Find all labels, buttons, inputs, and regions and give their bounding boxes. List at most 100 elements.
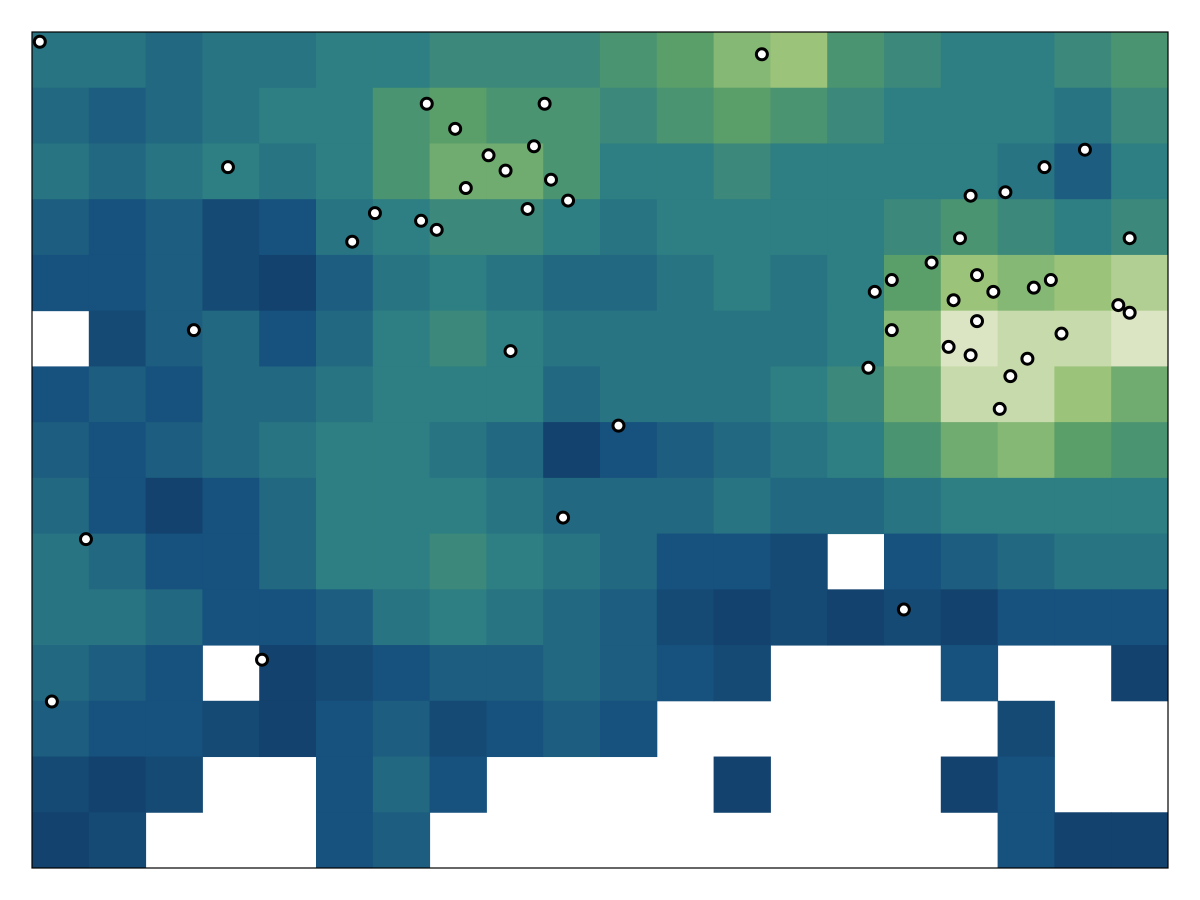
scatter-point [998,185,1013,200]
heatmap-cell [202,477,260,535]
heatmap-cell [372,87,431,144]
heatmap-cell [543,143,601,200]
heatmap-cell [884,366,942,423]
scatter-point [414,213,429,228]
plot-frame [31,31,1169,869]
scatter-point [896,602,911,617]
scatter-point [963,188,978,203]
heatmap-cell [600,422,658,479]
heatmap-cell [543,645,601,702]
heatmap-cell [202,700,260,758]
heatmap-cell [770,143,828,200]
heatmap-cell [1111,310,1169,367]
heatmap-cell [656,32,715,89]
heatmap-cell [940,645,999,702]
heatmap-cell [259,366,317,423]
heatmap-cell [202,254,260,312]
heatmap-cell [543,533,601,590]
heatmap-cell [202,310,260,367]
heatmap-cell [429,700,487,758]
heatmap-cell [1054,366,1112,423]
scatter-point [448,121,463,136]
heatmap-cell [429,422,487,479]
scatter-point [537,96,552,111]
heatmap-cell [940,87,999,144]
heatmap-cell [145,254,203,312]
heatmap-cell [316,199,374,256]
scatter-point [481,148,496,163]
scatter-point [561,193,576,208]
scatter-point [498,163,513,178]
heatmap-cell [88,32,147,89]
heatmap-cell [827,422,885,479]
heatmap-cell [486,589,544,646]
heatmap-cell [316,533,374,590]
heatmap-cell [145,143,203,200]
heatmap-cell [486,422,544,479]
scatter-point [544,172,559,187]
heatmap-cell [486,310,544,367]
scatter-point [970,268,985,283]
heatmap-cell [486,700,544,758]
heatmap-cell [713,366,771,423]
heatmap-cell [1054,254,1112,312]
heatmap-cell [202,32,260,89]
heatmap-cell [145,589,203,646]
heatmap-cell [259,310,317,367]
scatter-point [1111,298,1126,313]
heatmap-cell [600,32,658,89]
heatmap-cell [997,199,1055,256]
heatmap-cell [32,199,90,256]
heatmap-cell [656,310,715,367]
heatmap-cell [940,589,999,646]
heatmap-cell [372,589,431,646]
heatmap-cell [1054,32,1112,89]
scatter-point [970,314,985,329]
heatmap-cell [543,32,601,89]
heatmap-cell [940,756,999,813]
heatmap-cell [770,199,828,256]
heatmap-cell [884,199,942,256]
heatmap-cell [1111,422,1169,479]
heatmap-cell [32,756,90,813]
heatmap-cell [316,32,374,89]
heatmap-cell [145,477,203,535]
scatter-point [458,181,473,196]
scatter-point [503,344,518,359]
heatmap-cell [429,143,487,200]
heatmap-cell [259,589,317,646]
heatmap-cell [713,477,771,535]
heatmap-cell [1054,199,1112,256]
heatmap-cell [486,477,544,535]
heatmap-cell [145,87,203,144]
heatmap-cell [997,589,1055,646]
heatmap-cell [316,477,374,535]
heatmap-cell [88,254,147,312]
heatmap-cell [259,254,317,312]
heatmap-cell [656,143,715,200]
heatmap-cell [940,199,999,256]
heatmap-cell [32,700,90,758]
heatmap-cell [316,143,374,200]
heatmap-cell [145,199,203,256]
heatmap-cell [372,756,431,813]
scatter-point [32,34,47,49]
scatter-point [963,348,978,363]
heatmap-cell [88,310,147,367]
scatter-point [1037,160,1052,175]
heatmap-cell [429,366,487,423]
heatmap-cell [145,756,203,813]
heatmap-cell [600,143,658,200]
heatmap-cell [600,310,658,367]
heatmap-cell [259,700,317,758]
heatmap-cell [429,254,487,312]
heatmap-cell [145,32,203,89]
scatter [32,34,1137,709]
heatmap-cell [32,143,90,200]
heatmap-cell [372,254,431,312]
heatmap-cell [997,700,1055,758]
heatmap-cell [429,645,487,702]
heatmap-cell [827,254,885,312]
heatmap-cell [827,143,885,200]
